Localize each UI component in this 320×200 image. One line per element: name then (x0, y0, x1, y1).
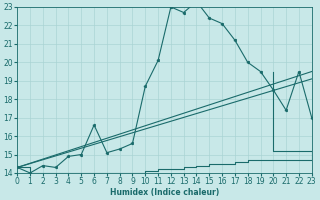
X-axis label: Humidex (Indice chaleur): Humidex (Indice chaleur) (110, 188, 219, 197)
